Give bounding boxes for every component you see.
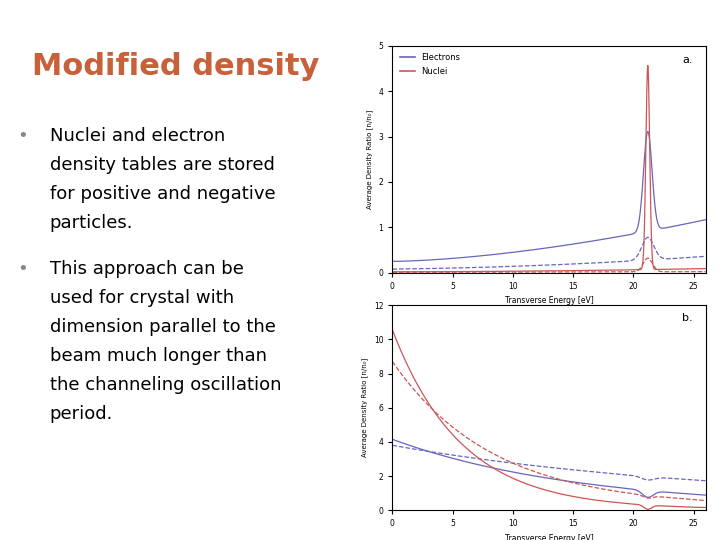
Text: Modified density: Modified density [32,52,319,80]
Y-axis label: Average Density Ratio [n/n₀]: Average Density Ratio [n/n₀] [366,110,373,209]
Text: dimension parallel to the: dimension parallel to the [50,318,276,336]
Text: beam much longer than: beam much longer than [50,347,266,365]
Text: •: • [17,127,28,145]
Text: used for crystal with: used for crystal with [50,289,234,307]
Text: period.: period. [50,405,113,423]
Text: Nuclei and electron: Nuclei and electron [50,127,225,145]
X-axis label: Transverse Energy [eV]: Transverse Energy [eV] [505,296,593,305]
Y-axis label: Average Density Ratio [n/n₀]: Average Density Ratio [n/n₀] [361,358,368,457]
Text: particles.: particles. [50,214,133,232]
Text: a.: a. [683,55,693,65]
Text: •: • [17,260,28,278]
Text: the channeling oscillation: the channeling oscillation [50,376,281,394]
X-axis label: Transverse Energy [eV]: Transverse Energy [eV] [505,534,593,540]
Text: b.: b. [683,313,693,323]
Text: density tables are stored: density tables are stored [50,156,274,174]
Text: for positive and negative: for positive and negative [50,185,275,203]
Text: This approach can be: This approach can be [50,260,243,278]
Legend: Electrons, Nuclei: Electrons, Nuclei [397,50,464,79]
